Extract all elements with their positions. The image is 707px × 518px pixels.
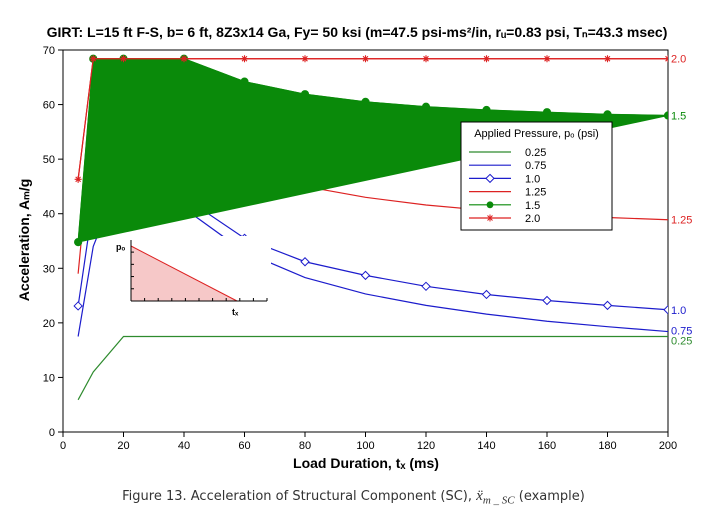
series-marker-circle: [542, 108, 552, 117]
series-marker-diamond: [360, 270, 371, 281]
series-marker-asterisk: [483, 55, 490, 63]
series-marker-diamond: [421, 281, 431, 292]
y-tick-label: 70: [43, 45, 55, 57]
series-marker-circle: [482, 105, 491, 115]
series-line: [77, 58, 668, 180]
caption-text: Figure 13. Acceleration of Structural Co…: [122, 489, 473, 504]
series-group: [73, 54, 668, 401]
inset-label-peak: pₒ: [116, 242, 125, 252]
y-tick-label: 30: [43, 263, 55, 275]
figure-caption: Figure 13. Acceleration of Structural Co…: [0, 488, 707, 507]
legend: Applied Pressure, pₒ (psi) 0.250.751.0 1.2…: [460, 121, 613, 231]
legend-entry-label: 1.5: [525, 200, 540, 212]
legend-entry-label: 1.0: [525, 173, 540, 185]
series-marker-asterisk: [180, 55, 188, 63]
plot-area: 0 20 40 60 80 100 120 140 160 180 200 0 10 20 30 40 50 60…: [43, 45, 693, 452]
x-tick-label: 80: [299, 440, 311, 452]
x-axis-label: Load Duration, tₓ (ms): [293, 455, 439, 471]
x-tick-label: 60: [238, 440, 250, 452]
x-tick-label: 20: [117, 440, 129, 452]
x-tick-label: 40: [178, 440, 190, 452]
series-marker-circle: [421, 102, 431, 111]
series-marker-diamond: [542, 295, 552, 306]
legend-swatch-marker: [486, 201, 494, 209]
y-axis-label: Acceleration, Aₘ/g: [16, 179, 32, 302]
series-marker-asterisk: [89, 55, 97, 63]
x-tick-label: 100: [356, 440, 374, 452]
chart-title: GIRT: L=15 ft F-S, b= 6 ft, 8Z3x14 Ga, F…: [47, 24, 668, 40]
series-end-label: 2.0: [671, 54, 686, 66]
inset-pulse-sketch: pₒ tₓ: [116, 236, 271, 317]
x-tick-label: 180: [598, 440, 616, 452]
legend-title: Applied Pressure, pₒ (psi): [474, 128, 599, 140]
legend-box: [460, 121, 613, 231]
series-marker-circle: [240, 77, 249, 86]
series-marker-asterisk: [120, 55, 127, 63]
y-tick-label: 0: [49, 427, 55, 439]
series-marker-asterisk: [362, 55, 369, 63]
series-line: [77, 335, 668, 401]
x-tick-label: 160: [538, 440, 556, 452]
legend-swatch-marker: [485, 173, 495, 184]
series-end-label: 1.5: [671, 110, 686, 122]
caption-suffix: (example): [518, 489, 585, 504]
chart: GIRT: L=15 ft F-S, b= 6 ft, 8Z3x14 Ga, F…: [16, 24, 693, 471]
series-marker-diamond: [73, 301, 83, 311]
legend-entry-label: 1.25: [525, 187, 546, 199]
series-marker-circle: [361, 97, 370, 106]
caption-math-symbol: ẍ: [476, 488, 483, 504]
series-marker-asterisk: [74, 175, 82, 183]
series-marker-diamond: [663, 305, 668, 315]
series-marker-asterisk: [604, 55, 611, 63]
y-tick-label: 20: [43, 318, 55, 330]
series-marker-circle: [603, 110, 612, 119]
x-tick-label: 140: [477, 440, 495, 452]
legend-entry-label: 2.0: [525, 213, 540, 225]
series-marker-circle: [300, 90, 310, 99]
inset-triangle-edge: [130, 245, 238, 302]
series-marker-asterisk: [422, 55, 430, 63]
caption-math-subscript: m _ SC: [482, 494, 515, 507]
series-marker-asterisk: [301, 55, 309, 63]
series-marker-diamond: [602, 300, 613, 311]
series-end-label: 0.25: [671, 336, 692, 348]
legend-entry-label: 0.75: [525, 160, 546, 172]
series-marker-diamond: [481, 289, 492, 300]
series-end-label: 1.0: [671, 305, 686, 317]
x-tick-label: 120: [417, 440, 435, 452]
legend-entry-label: 0.25: [525, 147, 546, 159]
series-marker-diamond: [300, 257, 310, 267]
y-tick-label: 60: [43, 100, 55, 112]
x-tick-label: 0: [60, 440, 66, 452]
inset-label-duration: tₓ: [232, 307, 239, 317]
series-end-label: 1.25: [671, 215, 692, 227]
series-end-label: 0.75: [671, 326, 692, 338]
series-marker-circle: [663, 111, 668, 120]
x-tick-label: 200: [659, 440, 677, 452]
series-marker-circle: [74, 237, 83, 247]
y-tick-label: 40: [43, 209, 55, 221]
y-tick-label: 50: [43, 154, 55, 166]
series-marker-asterisk: [241, 55, 248, 63]
legend-swatch-marker: [486, 214, 494, 222]
series-marker-asterisk: [543, 55, 551, 63]
y-tick-label: 10: [43, 372, 55, 384]
